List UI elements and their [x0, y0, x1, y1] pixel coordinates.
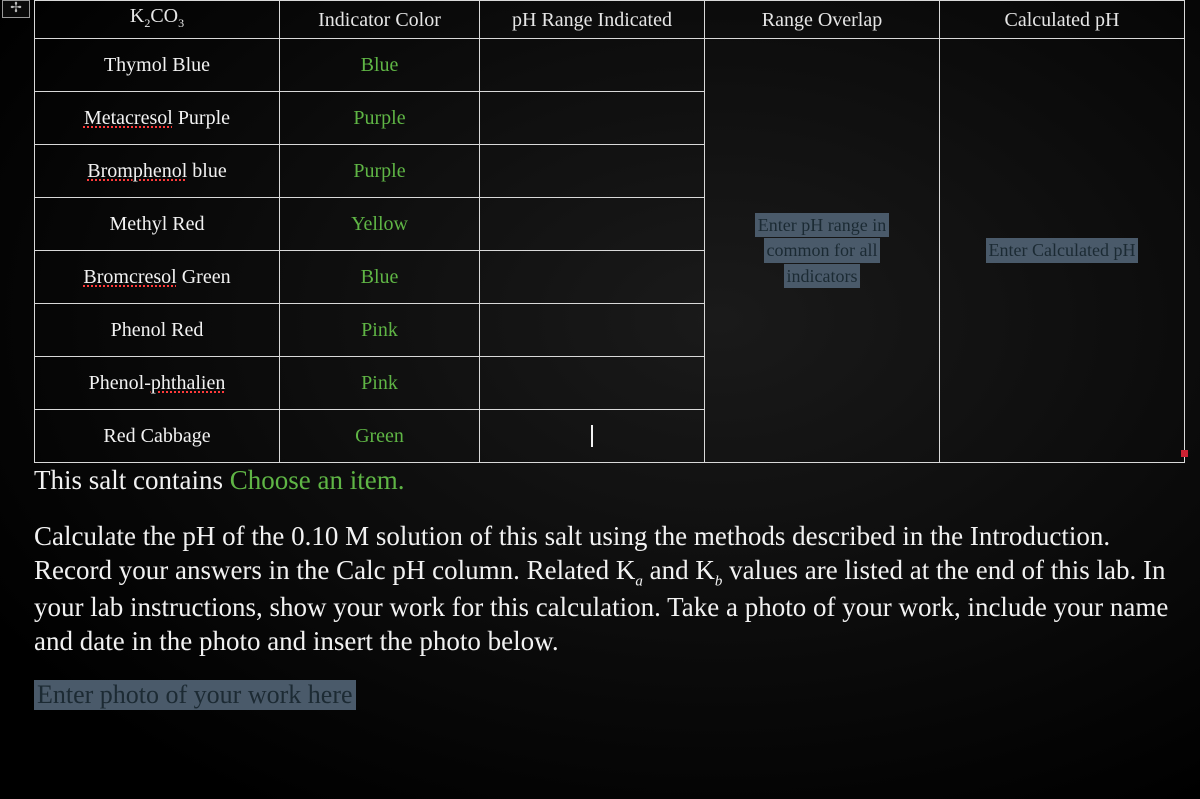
- indicator-name: Phenol-phthalien: [89, 372, 226, 394]
- calc-ph-placeholder: Enter Calculated pH: [986, 238, 1139, 263]
- ph-range-cell[interactable]: [480, 410, 705, 463]
- instructions-paragraph: Calculate the pH of the 0.10 M solution …: [34, 520, 1184, 658]
- table-anchor-icon: ✢: [2, 0, 30, 18]
- indicator-name: Methyl Red: [110, 213, 205, 235]
- indicator-name: Bromphenol blue: [87, 160, 226, 182]
- header-compound: K2CO3: [35, 1, 280, 39]
- photo-placeholder[interactable]: Enter photo of your work here: [34, 680, 356, 710]
- table-header-row: K2CO3 Indicator Color pH Range Indicated…: [35, 1, 1185, 39]
- header-indicator-color: Indicator Color: [280, 1, 480, 39]
- ph-range-cell[interactable]: [480, 251, 705, 304]
- text-cursor-icon: [591, 425, 593, 447]
- choose-item-dropdown[interactable]: Choose an item.: [230, 465, 405, 495]
- indicator-color: Blue: [361, 266, 399, 288]
- header-range-overlap: Range Overlap: [705, 1, 940, 39]
- red-dot-icon: [1181, 450, 1188, 457]
- ph-range-cell[interactable]: [480, 304, 705, 357]
- salt-contains-prefix: This salt contains: [34, 465, 230, 495]
- indicator-name: Metacresol Purple: [84, 107, 230, 129]
- ph-range-cell[interactable]: [480, 198, 705, 251]
- indicator-name: Thymol Blue: [104, 54, 210, 76]
- header-calc-ph: Calculated pH: [940, 1, 1185, 39]
- ph-range-cell[interactable]: [480, 92, 705, 145]
- salt-contains-line: This salt contains Choose an item.: [34, 465, 1180, 496]
- indicator-table: K2CO3 Indicator Color pH Range Indicated…: [34, 0, 1185, 463]
- indicator-color: Yellow: [351, 213, 408, 235]
- range-overlap-cell[interactable]: Enter pH range in common for all indicat…: [705, 39, 940, 463]
- overlap-placeholder-line: indicators: [784, 264, 861, 289]
- indicator-name: Red Cabbage: [103, 425, 210, 447]
- indicator-color: Pink: [361, 372, 398, 394]
- ph-range-cell[interactable]: [480, 357, 705, 410]
- header-ph-range: pH Range Indicated: [480, 1, 705, 39]
- overlap-placeholder-line: common for all: [764, 238, 881, 263]
- ph-range-cell[interactable]: [480, 39, 705, 92]
- ph-range-cell[interactable]: [480, 145, 705, 198]
- indicator-color: Green: [355, 425, 404, 447]
- indicator-color: Purple: [353, 107, 405, 129]
- table-row: Thymol Blue Blue Enter pH range in commo…: [35, 39, 1185, 92]
- indicator-color: Pink: [361, 319, 398, 341]
- overlap-placeholder-line: Enter pH range in: [755, 213, 889, 238]
- calc-ph-cell[interactable]: Enter Calculated pH: [940, 39, 1185, 463]
- indicator-color: Blue: [361, 54, 399, 76]
- indicator-name: Bromcresol Green: [83, 266, 230, 288]
- indicator-name: Phenol Red: [111, 319, 204, 341]
- indicator-color: Purple: [353, 160, 405, 182]
